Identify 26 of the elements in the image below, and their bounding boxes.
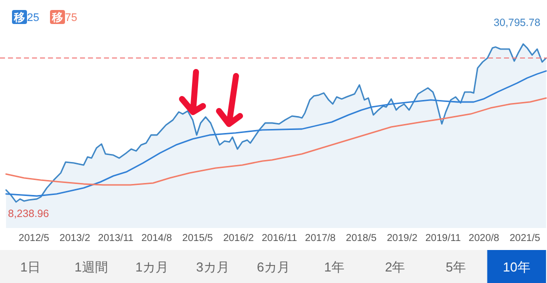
x-tick-label: 2016/2 (223, 233, 254, 244)
text: 1年 (324, 260, 344, 274)
x-tick-label: 2020/8 (468, 233, 500, 244)
text: 1カ月 (135, 260, 169, 274)
x-tick-label: 2016/11 (262, 233, 298, 244)
x-tick-label: 2018/5 (346, 233, 377, 244)
text: 移75 (51, 11, 78, 24)
x-tick-label: 2019/2 (386, 233, 418, 244)
x-tick-label: 2012/5 (18, 233, 50, 244)
x-tick-label: 2015/5 (182, 233, 214, 244)
text: 5年 (446, 260, 466, 274)
annotation: 30,795.78 (494, 17, 541, 29)
text: 移25 (13, 11, 40, 24)
x-tick-label: 2013/11 (98, 233, 134, 244)
text: 1日 (20, 260, 41, 274)
x-tick-label: 2017/8 (305, 233, 336, 244)
x-tick-label: 2013/2 (60, 233, 91, 244)
x-tick-label: 2021/5 (510, 233, 541, 244)
x-tick-label: 2019/11 (425, 233, 462, 244)
text: 1週間 (74, 260, 108, 274)
x-tick-label: 2014/8 (141, 233, 172, 244)
text: 2年 (384, 260, 406, 274)
text: 10年 (502, 260, 530, 274)
text: 3カ月 (196, 260, 230, 274)
annotation: 8,238.96 (8, 208, 50, 220)
text: 6カ月 (256, 260, 290, 274)
